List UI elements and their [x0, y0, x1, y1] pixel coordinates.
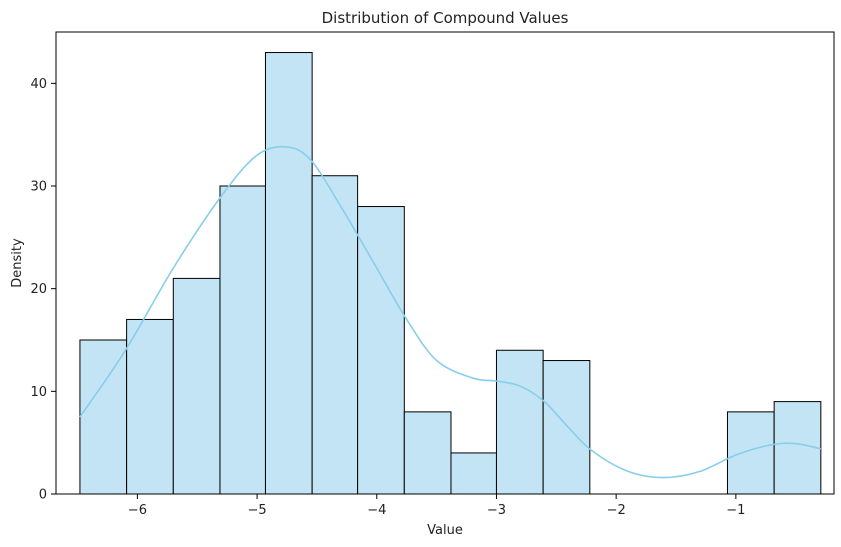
x-tick-label: −4	[367, 503, 386, 518]
x-tick-label: −5	[247, 503, 266, 518]
histogram-bar	[495, 349, 544, 495]
y-tick-label: 10	[30, 385, 47, 400]
x-tick-label: −1	[726, 503, 745, 518]
y-tick-label: 40	[30, 77, 47, 92]
x-tick-label: −6	[128, 503, 147, 518]
chart-title: Distribution of Compound Values	[322, 9, 569, 27]
histogram-bar	[403, 411, 452, 495]
y-axis-ticks: 0 10 20 30 40	[30, 77, 56, 503]
histogram-bar	[311, 175, 359, 495]
plot-frame	[55, 31, 835, 495]
histogram-bar	[542, 360, 591, 495]
x-tick-label: −3	[487, 503, 506, 518]
y-tick-label: 30	[30, 180, 47, 195]
histogram-bar	[172, 277, 221, 495]
histogram-bar	[264, 52, 313, 495]
x-tick-label: −2	[607, 503, 626, 518]
y-tick-label: 20	[30, 282, 47, 297]
kde-curve	[79, 145, 821, 479]
bars-group	[79, 52, 822, 495]
histogram-bar	[726, 411, 775, 495]
x-axis-label: Value	[427, 523, 463, 538]
histogram-bar	[357, 206, 405, 495]
histogram-bar	[219, 185, 266, 495]
x-axis-ticks: −6 −5 −4 −3 −2 −1	[128, 494, 745, 518]
histogram-bar	[126, 318, 174, 495]
y-tick-label: 0	[39, 488, 47, 503]
y-axis-label: Density	[10, 238, 25, 288]
histogram-bar	[79, 339, 128, 495]
histogram-bar	[450, 452, 497, 495]
